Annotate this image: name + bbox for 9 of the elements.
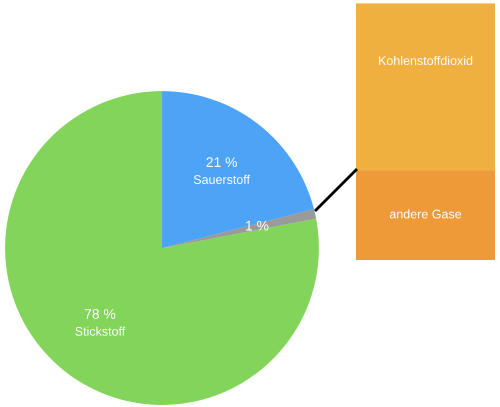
- pie-slice: [162, 91, 314, 248]
- pie-slice: [162, 209, 316, 248]
- series-label: andere Gase: [390, 209, 462, 218]
- slice-label: Sauerstoff: [194, 174, 250, 184]
- data-label: 78 %: [84, 309, 116, 319]
- series-label: Kohlenstoffdioxid: [379, 56, 472, 66]
- pie-slice: [5, 91, 319, 405]
- slice-label: Stickstoff: [75, 326, 126, 336]
- data-label: 21 %: [206, 157, 237, 168]
